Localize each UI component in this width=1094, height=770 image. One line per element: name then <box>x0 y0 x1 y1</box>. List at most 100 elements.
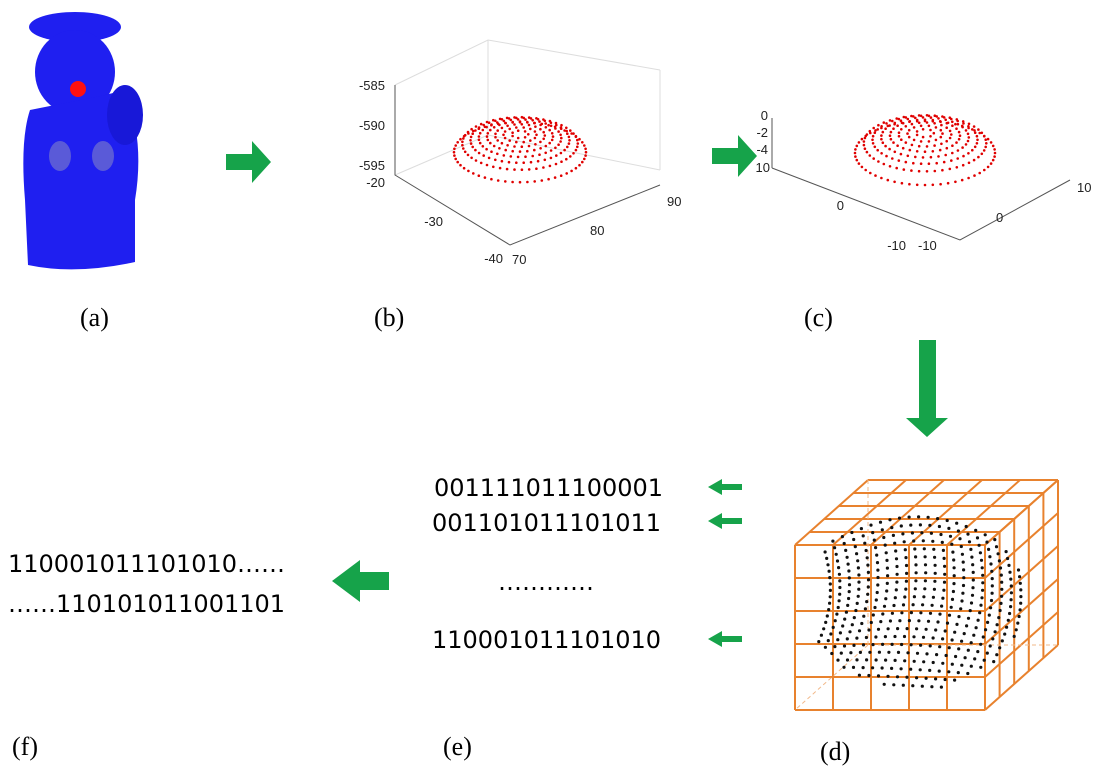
point <box>463 135 466 138</box>
point <box>951 551 954 554</box>
point <box>894 596 897 599</box>
point <box>524 155 527 158</box>
point <box>887 651 890 654</box>
point <box>940 605 943 608</box>
point <box>560 152 563 155</box>
point <box>550 125 553 128</box>
point <box>865 600 868 603</box>
point <box>960 664 963 667</box>
point <box>490 178 493 181</box>
point <box>896 627 899 630</box>
point <box>569 155 572 158</box>
point <box>478 139 481 142</box>
point <box>877 628 880 631</box>
point <box>529 128 532 131</box>
point <box>943 565 946 568</box>
point <box>978 544 981 547</box>
point <box>949 116 952 119</box>
point <box>503 154 506 157</box>
point <box>974 131 977 134</box>
point <box>560 160 563 163</box>
point <box>910 115 913 118</box>
point <box>941 662 944 665</box>
point <box>892 127 895 130</box>
point <box>922 636 925 639</box>
point <box>924 563 927 566</box>
point <box>941 132 944 135</box>
point <box>566 146 569 149</box>
point <box>949 137 952 140</box>
point <box>886 567 889 570</box>
point <box>827 639 830 642</box>
point <box>542 166 545 169</box>
point <box>490 124 493 127</box>
point <box>462 137 465 140</box>
point <box>884 145 887 148</box>
point <box>883 605 886 608</box>
point <box>889 165 892 168</box>
point <box>817 640 820 643</box>
point <box>881 666 884 669</box>
point <box>459 138 462 141</box>
point <box>910 643 913 646</box>
point <box>999 609 1002 612</box>
point <box>990 162 993 165</box>
point <box>971 149 974 152</box>
point <box>887 125 890 128</box>
point <box>568 136 571 139</box>
point <box>862 615 865 618</box>
point <box>453 154 456 157</box>
point <box>909 668 912 671</box>
point <box>521 123 524 126</box>
point <box>984 146 987 149</box>
point <box>895 557 898 560</box>
point <box>506 117 509 120</box>
point <box>898 135 901 138</box>
point <box>893 123 896 126</box>
point <box>884 597 887 600</box>
point <box>916 134 919 137</box>
point <box>825 557 828 560</box>
point <box>930 116 933 119</box>
point <box>973 159 976 162</box>
point <box>568 142 571 145</box>
point <box>973 174 976 177</box>
arrow <box>708 631 742 647</box>
point <box>891 120 894 123</box>
point <box>983 169 986 172</box>
point <box>924 579 927 582</box>
point <box>949 130 952 133</box>
panel-label: (c) <box>804 303 833 332</box>
point <box>914 555 917 558</box>
point <box>541 179 544 182</box>
point <box>928 162 931 165</box>
point <box>927 620 930 623</box>
point <box>980 596 983 599</box>
point <box>951 144 954 147</box>
point <box>930 685 933 688</box>
point <box>904 548 907 551</box>
point <box>878 651 881 654</box>
point <box>838 586 841 589</box>
panel-label: (f) <box>12 732 38 761</box>
point <box>528 168 531 171</box>
point <box>538 120 541 123</box>
point <box>1008 571 1011 574</box>
point <box>946 147 949 150</box>
point <box>987 548 990 551</box>
point <box>959 607 962 610</box>
point <box>490 150 493 153</box>
point <box>925 652 928 655</box>
point <box>865 636 868 639</box>
point <box>513 168 516 171</box>
point <box>922 156 925 159</box>
point <box>963 632 966 635</box>
point <box>994 630 997 633</box>
point <box>981 153 984 156</box>
point <box>496 129 499 132</box>
point <box>957 149 960 152</box>
point <box>941 169 944 172</box>
point <box>487 139 490 142</box>
point <box>983 659 986 662</box>
point <box>908 619 911 622</box>
